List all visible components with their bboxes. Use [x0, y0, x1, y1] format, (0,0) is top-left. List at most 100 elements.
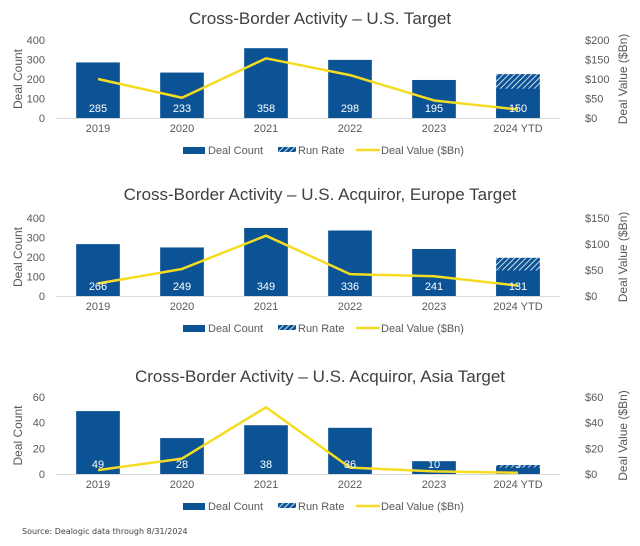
chart-svg: Cross-Border Activity – U.S. Target 0 100 2… [11, 9, 630, 157]
y2-axis-label: Deal Value ($Bn) [616, 212, 630, 303]
y2-tick-label: $0 [585, 291, 597, 303]
data-label: 336 [341, 281, 359, 293]
y2-tick-label: $150 [585, 55, 609, 67]
deal-count-bar [76, 411, 120, 474]
x-tick-label: 2022 [338, 301, 362, 313]
y-tick-label: 100 [27, 272, 45, 284]
deal-count-bar [412, 249, 456, 296]
y2-tick-label: $200 [585, 35, 609, 47]
x-tick-label: 2022 [338, 123, 362, 135]
chart-us-target: Cross-Border Activity – U.S. Target 0 100 2… [0, 0, 640, 175]
data-label: 249 [173, 281, 191, 293]
data-label: 38 [260, 459, 272, 471]
data-label: 349 [257, 281, 275, 293]
x-tick-label: 2024 YTD [493, 479, 542, 491]
y-tick-label: 0 [39, 469, 45, 481]
data-label: 131 [509, 281, 527, 293]
deal-count-bar [244, 227, 288, 296]
legend-swatch-run-rate [278, 325, 296, 330]
y-tick-label: 100 [27, 94, 45, 106]
y2-tick-label: $100 [585, 239, 609, 251]
legend-swatch-deal-count [183, 503, 205, 510]
y-tick-label: 40 [33, 418, 45, 430]
legend-label-run-rate: Run Rate [298, 145, 344, 157]
y2-tick-label: $100 [585, 74, 609, 86]
deal-count-bar [160, 438, 204, 474]
y2-tick-label: $150 [585, 213, 609, 225]
data-label: 5 [515, 459, 521, 471]
y-tick-label: 400 [27, 213, 45, 225]
legend-label-deal-count: Deal Count [208, 145, 263, 157]
y-tick-label: 0 [39, 113, 45, 125]
y2-tick-label: $0 [585, 113, 597, 125]
deal-value-line [97, 234, 519, 287]
y2-tick-label: $60 [585, 392, 603, 404]
data-label: 285 [89, 103, 107, 115]
x-tick-label: 2019 [86, 479, 110, 491]
x-tick-label: 2021 [254, 479, 278, 491]
chart-title: Cross-Border Activity – U.S. Target [189, 9, 452, 28]
chart-europe-target: Cross-Border Activity – U.S. Acquiror, E… [0, 178, 640, 353]
source-note: Source: Dealogic data through 8/31/2024 [22, 527, 188, 536]
x-tick-label: 2019 [86, 301, 110, 313]
deal-count-bar [328, 230, 372, 296]
x-tick-label: 2020 [170, 301, 194, 313]
chart-title: Cross-Border Activity – U.S. Acquiror, E… [124, 185, 517, 204]
y2-tick-label: $50 [585, 94, 603, 106]
deal-count-bar [244, 48, 288, 118]
deal-count-bar [328, 59, 372, 118]
data-label: 150 [509, 103, 527, 115]
legend-swatch-run-rate [278, 147, 296, 152]
deal-count-bar [76, 244, 120, 296]
y2-tick-label: $40 [585, 418, 603, 430]
x-tick-label: 2019 [86, 123, 110, 135]
legend-label-run-rate: Run Rate [298, 323, 344, 335]
legend-label-deal-value: Deal Value ($Bn) [381, 323, 464, 335]
data-label: 195 [425, 103, 443, 115]
x-tick-label: 2020 [170, 123, 194, 135]
chart-asia-target: Cross-Border Activity – U.S. Acquiror, A… [0, 356, 640, 526]
deal-count-bar [496, 88, 540, 118]
y-tick-label: 200 [27, 252, 45, 264]
legend-label-deal-value: Deal Value ($Bn) [381, 145, 464, 157]
data-label: 241 [425, 281, 443, 293]
deal-count-bar [496, 467, 540, 474]
chart-svg: Cross-Border Activity – U.S. Acquiror, A… [11, 367, 630, 513]
y-tick-label: 300 [27, 55, 45, 67]
y-axis-label: Deal Count [11, 405, 25, 466]
data-label: 233 [173, 103, 191, 115]
chart-svg: Cross-Border Activity – U.S. Acquiror, E… [11, 185, 630, 335]
x-tick-label: 2020 [170, 479, 194, 491]
deal-count-bar [76, 62, 120, 118]
legend-label-deal-count: Deal Count [208, 501, 263, 513]
y-tick-label: 20 [33, 443, 45, 455]
chart-title: Cross-Border Activity – U.S. Acquiror, A… [135, 367, 505, 386]
deal-value-line [97, 406, 519, 474]
y-tick-label: 60 [33, 392, 45, 404]
y2-axis-label: Deal Value ($Bn) [616, 390, 630, 481]
y-tick-label: 200 [27, 74, 45, 86]
y-tick-label: 0 [39, 291, 45, 303]
x-tick-label: 2024 YTD [493, 123, 542, 135]
x-tick-label: 2023 [422, 479, 446, 491]
data-label: 49 [92, 459, 104, 471]
y-axis-label: Deal Count [11, 48, 25, 109]
x-tick-label: 2021 [254, 123, 278, 135]
y2-tick-label: $20 [585, 443, 603, 455]
deal-count-bar [412, 79, 456, 118]
legend-swatch-run-rate [278, 503, 296, 508]
y-axis-label: Deal Count [11, 226, 25, 287]
deal-value-line [97, 57, 519, 111]
deal-count-bar [244, 425, 288, 474]
y-tick-label: 400 [27, 35, 45, 47]
x-tick-label: 2023 [422, 301, 446, 313]
x-tick-label: 2022 [338, 479, 362, 491]
y-tick-label: 300 [27, 233, 45, 245]
y2-tick-label: $50 [585, 265, 603, 277]
data-label: 266 [89, 281, 107, 293]
x-tick-label: 2024 YTD [493, 301, 542, 313]
legend-label-deal-count: Deal Count [208, 323, 263, 335]
data-label: 28 [176, 459, 188, 471]
legend-label-run-rate: Run Rate [298, 501, 344, 513]
data-label: 10 [428, 459, 440, 471]
